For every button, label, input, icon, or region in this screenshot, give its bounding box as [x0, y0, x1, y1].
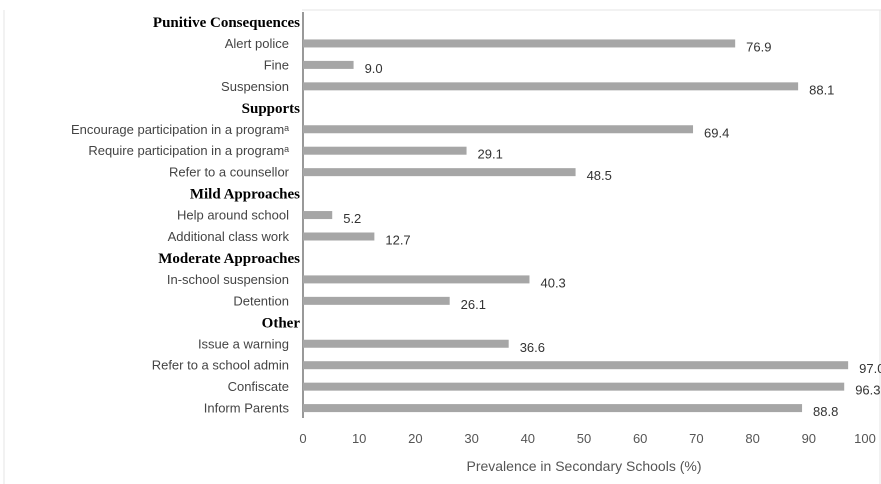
bar-in-school-suspension [303, 275, 530, 284]
bar-inform-parents [303, 404, 803, 413]
category-label-require-participation-in-a-program: Require participation in a programᵃ [88, 143, 289, 158]
category-label-issue-a-warning: Issue a warning [198, 336, 289, 351]
bar-refer-to-a-counsellor [303, 168, 576, 177]
x-tick-label-10: 10 [352, 431, 366, 446]
category-label-suspension: Suspension [221, 79, 289, 94]
value-label-in-school-suspension: 40.3 [540, 275, 565, 290]
value-label-confiscate: 96.3 [855, 383, 880, 398]
value-label-refer-to-a-counsellor: 48.5 [587, 168, 612, 183]
rows-layer: Punitive Consequences Alert police 76.9 Fin… [71, 15, 881, 419]
bar-confiscate [303, 382, 845, 391]
value-label-additional-class-work: 12.7 [385, 233, 410, 248]
group-label-supports: Supports [242, 101, 301, 117]
category-label-inform-parents: Inform Parents [204, 401, 290, 416]
group-label-moderate-approaches: Moderate Approaches [158, 251, 300, 267]
category-label-help-around-school: Help around school [177, 208, 289, 223]
group-label-mild-approaches: Mild Approaches [190, 187, 300, 203]
x-tick-label-80: 80 [745, 431, 759, 446]
x-tick-label-60: 60 [633, 431, 647, 446]
x-tick-label-100: 100 [854, 431, 876, 446]
bar-detention [303, 296, 450, 305]
x-tick-label-70: 70 [689, 431, 703, 446]
bar-require-participation-in-a-program [303, 146, 467, 155]
x-tick-label-90: 90 [802, 431, 816, 446]
value-label-detention: 26.1 [461, 297, 486, 312]
bar-alert-police [303, 39, 736, 48]
bar-issue-a-warning [303, 339, 509, 348]
x-ticks-layer: 0 10 20 30 40 50 60 70 80 90 100 [299, 431, 875, 446]
category-label-detention: Detention [233, 293, 289, 308]
bar-fine [303, 60, 354, 69]
category-label-refer-to-a-school-admin: Refer to a school admin [152, 358, 289, 373]
x-tick-label-50: 50 [577, 431, 591, 446]
x-tick-label-20: 20 [408, 431, 422, 446]
value-label-encourage-participation-in-a-program: 69.4 [704, 125, 729, 140]
value-label-inform-parents: 88.8 [813, 404, 838, 419]
bar-help-around-school [303, 211, 333, 220]
bar-suspension [303, 82, 799, 91]
category-label-encourage-participation-in-a-program: Encourage participation in a programᵃ [71, 122, 289, 137]
x-tick-label-30: 30 [464, 431, 478, 446]
category-label-refer-to-a-counsellor: Refer to a counsellor [169, 165, 290, 180]
bar-refer-to-a-school-admin [303, 361, 849, 370]
value-label-issue-a-warning: 36.6 [520, 340, 545, 355]
category-label-in-school-suspension: In-school suspension [167, 272, 289, 287]
value-label-alert-police: 76.9 [746, 39, 771, 54]
value-label-refer-to-a-school-admin: 97.0 [859, 361, 881, 376]
category-label-fine: Fine [264, 57, 289, 72]
category-label-confiscate: Confiscate [228, 379, 289, 394]
category-label-additional-class-work: Additional class work [168, 229, 290, 244]
x-axis-title: Prevalence in Secondary Schools (%) [466, 458, 701, 474]
bar-additional-class-work [303, 232, 375, 241]
value-label-help-around-school: 5.2 [343, 211, 361, 226]
value-label-require-participation-in-a-program: 29.1 [478, 147, 503, 162]
x-tick-label-0: 0 [299, 431, 306, 446]
value-label-suspension: 88.1 [809, 82, 834, 97]
x-tick-label-40: 40 [521, 431, 535, 446]
group-label-other: Other [262, 315, 301, 331]
group-label-punitive-consequences: Punitive Consequences [153, 15, 300, 31]
value-label-fine: 9.0 [365, 61, 383, 76]
bar-encourage-participation-in-a-program [303, 125, 694, 134]
category-label-alert-police: Alert police [225, 36, 289, 51]
